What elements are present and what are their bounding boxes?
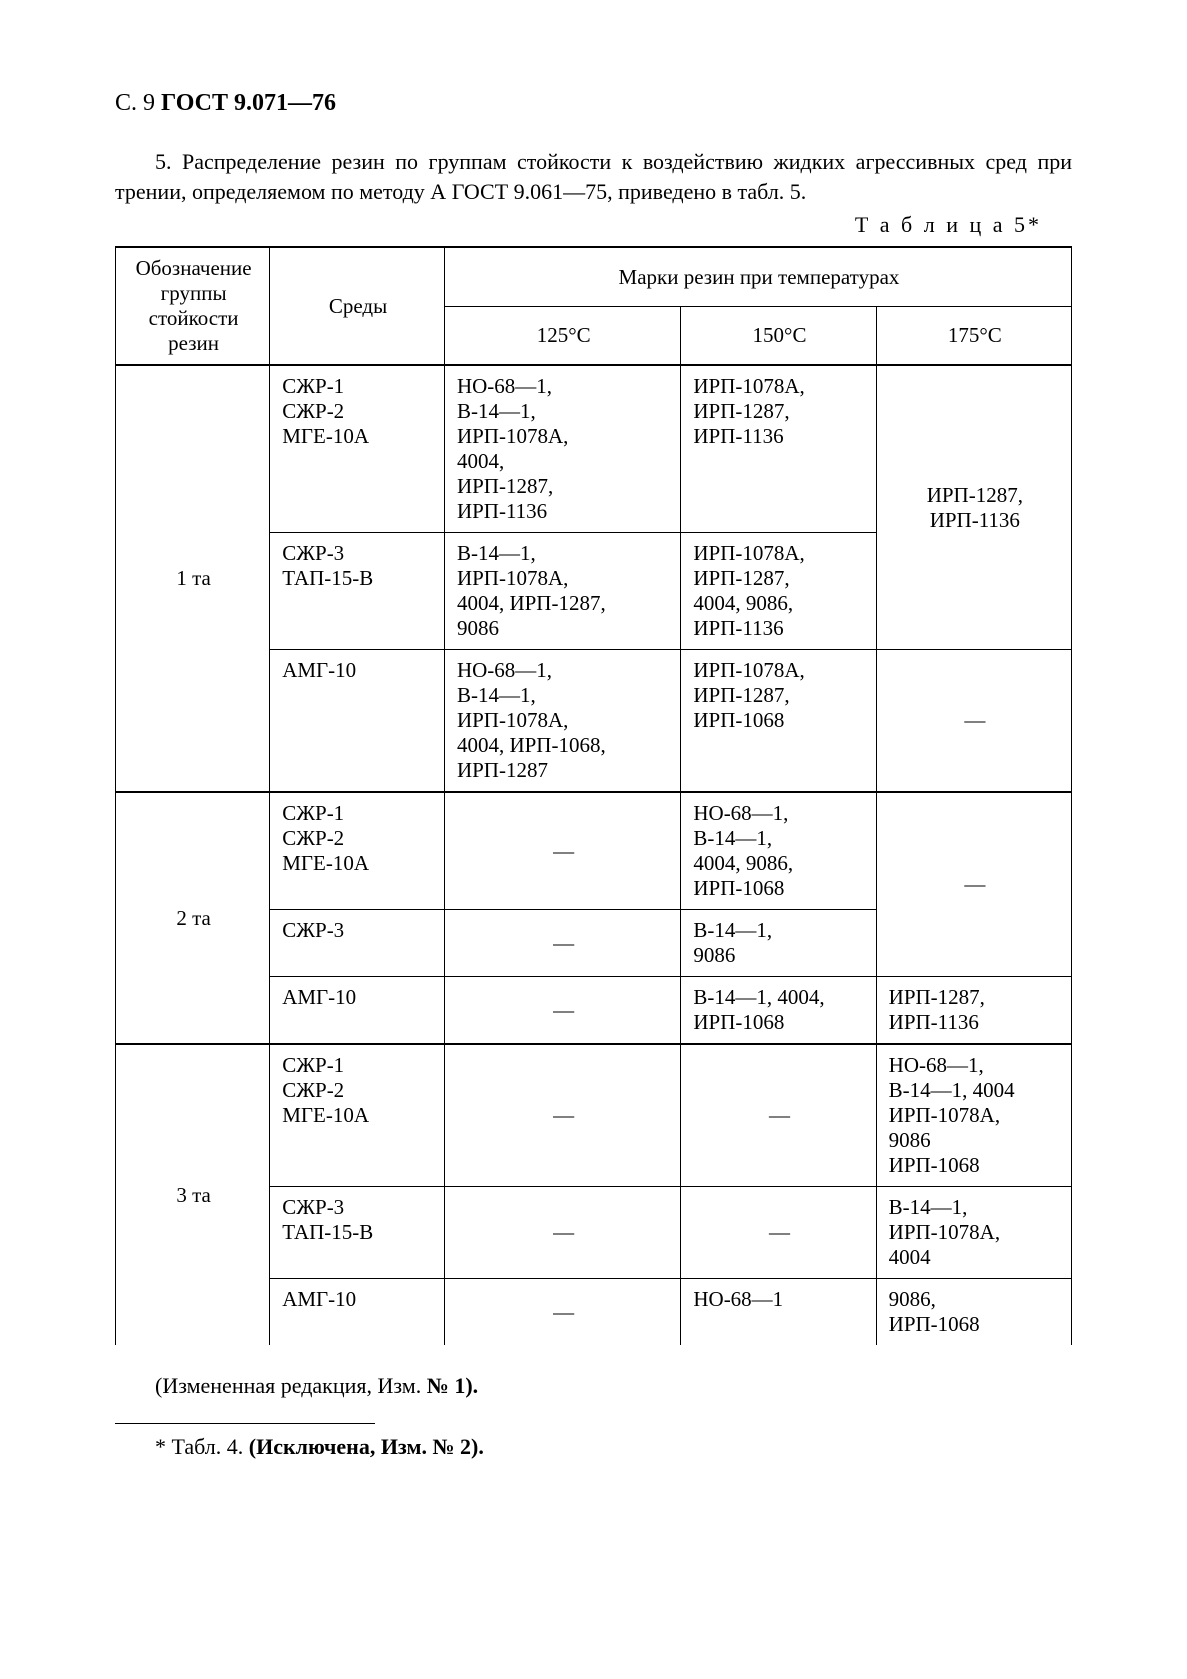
group-label: 1 та: [116, 365, 270, 792]
sredy-cell: СЖР-3 ТАП-15-В: [270, 1187, 445, 1279]
cell-125: НО-68—1, В-14—1, ИРП-1078А, 4004, ИРП-10…: [444, 650, 680, 793]
group-label: 3 та: [116, 1044, 270, 1345]
table-5: Обозначение группы стойкости резин Среды…: [115, 246, 1072, 1345]
footnote: * Табл. 4. (Исключена, Изм. № 2).: [115, 1434, 1072, 1460]
footnote-bold: (Исключена, Изм. № 2).: [249, 1434, 484, 1459]
cell-150: ИРП-1078А, ИРП-1287, ИРП-1068: [681, 650, 876, 793]
footnote-plain: * Табл. 4.: [155, 1434, 249, 1459]
cell-150: В-14—1, 4004, ИРП-1068: [681, 977, 876, 1045]
cell-150: НО-68—1, В-14—1, 4004, 9086, ИРП-1068: [681, 792, 876, 910]
cell-175: —: [876, 792, 1071, 977]
cell-125: В-14—1, ИРП-1078А, 4004, ИРП-1287, 9086: [444, 533, 680, 650]
cell-150: НО-68—1: [681, 1279, 876, 1346]
cell-150: В-14—1, 9086: [681, 910, 876, 977]
cell-175: ИРП-1287, ИРП-1136: [876, 365, 1071, 650]
th-marks: Марки резин при температурах: [444, 247, 1071, 306]
th-175: 175°С: [876, 306, 1071, 365]
edition-note-plain: (Измененная редакция, Изм.: [155, 1373, 427, 1398]
sredy-cell: СЖР-1 СЖР-2 МГЕ-10А: [270, 792, 445, 910]
cell-125: —: [444, 792, 680, 910]
th-125: 125°С: [444, 306, 680, 365]
cell-150: —: [681, 1044, 876, 1187]
edition-note: (Измененная редакция, Изм. № 1).: [115, 1373, 1072, 1399]
sredy-cell: СЖР-3 ТАП-15-В: [270, 533, 445, 650]
group-label: 2 та: [116, 792, 270, 1044]
cell-125: —: [444, 1279, 680, 1346]
cell-125: —: [444, 1187, 680, 1279]
table-body: 1 таСЖР-1 СЖР-2 МГЕ-10АНО-68—1, В-14—1, …: [116, 365, 1072, 1345]
th-150: 150°С: [681, 306, 876, 365]
cell-125: НО-68—1, В-14—1, ИРП-1078А, 4004, ИРП-12…: [444, 365, 680, 533]
footnote-rule: [115, 1423, 375, 1424]
th-group: Обозначение группы стойкости резин: [116, 247, 270, 365]
sredy-cell: АМГ-10: [270, 650, 445, 793]
intro-paragraph: 5. Распределение резин по группам стойко…: [115, 147, 1072, 206]
cell-150: ИРП-1078А, ИРП-1287, 4004, 9086, ИРП-113…: [681, 533, 876, 650]
sredy-cell: СЖР-1 СЖР-2 МГЕ-10А: [270, 365, 445, 533]
sredy-cell: СЖР-1 СЖР-2 МГЕ-10А: [270, 1044, 445, 1187]
edition-note-bold: № 1).: [427, 1373, 478, 1398]
sredy-cell: АМГ-10: [270, 1279, 445, 1346]
sredy-cell: АМГ-10: [270, 977, 445, 1045]
table-caption: Т а б л и ц а 5*: [115, 212, 1042, 238]
cell-175: НО-68—1, В-14—1, 4004 ИРП-1078А, 9086 ИР…: [876, 1044, 1071, 1187]
cell-175: 9086, ИРП-1068: [876, 1279, 1071, 1346]
cell-175: —: [876, 650, 1071, 793]
table-caption-text: Т а б л и ц а 5*: [855, 212, 1042, 237]
page-header: С. 9 ГОСТ 9.071—76: [115, 90, 1072, 117]
cell-150: ИРП-1078А, ИРП-1287, ИРП-1136: [681, 365, 876, 533]
header-gost: ГОСТ 9.071—76: [161, 90, 336, 116]
th-sredy: Среды: [270, 247, 445, 365]
cell-175: ИРП-1287, ИРП-1136: [876, 977, 1071, 1045]
cell-125: —: [444, 910, 680, 977]
sredy-cell: СЖР-3: [270, 910, 445, 977]
cell-175: В-14—1, ИРП-1078А, 4004: [876, 1187, 1071, 1279]
cell-150: —: [681, 1187, 876, 1279]
cell-125: —: [444, 977, 680, 1045]
page: С. 9 ГОСТ 9.071—76 5. Распределение рези…: [0, 0, 1187, 1679]
header-left: С. 9: [115, 90, 155, 116]
cell-125: —: [444, 1044, 680, 1187]
